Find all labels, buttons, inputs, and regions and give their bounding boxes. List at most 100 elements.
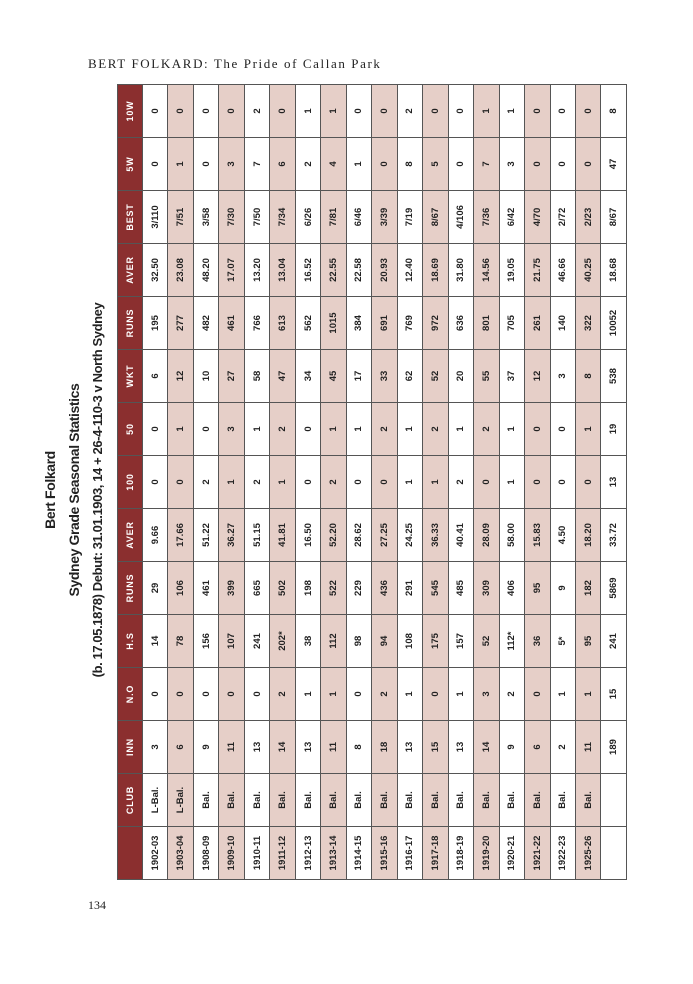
cell: 0 [142,455,168,509]
cell: 7/81 [320,190,347,244]
cell: 51.15 [244,508,270,562]
cell: 112 [320,614,347,668]
cell: L-Bal. [142,773,168,827]
cell: 0 [575,84,601,138]
cell: 2 [269,402,296,456]
cell: 801 [473,296,500,350]
cell: 241 [244,614,270,668]
cell: 78 [167,614,194,668]
cell: 15.83 [524,508,550,562]
cell: 20 [448,349,474,403]
data-row: 1916-17 Bal. 13 1 108 291 24.25 1 1 62 769 12.40 7/1… [397,84,423,880]
total-cell: 18.68 [600,243,627,297]
stats-table: CLUB INN N.O H.S RUNS AVER 100 50 WKT RUNS AVER BES… [117,84,627,880]
cell: 0 [473,455,500,509]
cell: 562 [295,296,321,350]
cell: 1 [575,667,601,721]
cell: 4 [320,137,347,191]
cell: Bal. [473,773,500,827]
cell: 15 [422,720,449,774]
cell: 1 [295,667,321,721]
cell: 691 [371,296,398,350]
cell: 19.05 [499,243,525,297]
cell: 1 [499,402,525,456]
cell: 36.33 [422,508,449,562]
cell: 14 [142,614,168,668]
data-row: 1909-10 Bal. 11 0 107 399 36.27 1 3 27 461 17.07 7/3… [218,84,245,880]
data-row: 1902-03 L-Bal. 3 0 14 29 9.66 0 0 6 195 32.50 3/110 0… [142,84,168,880]
cell: 7/19 [397,190,423,244]
cell: 0 [295,402,321,456]
cell: Bal. [320,773,347,827]
cell: 2 [550,720,576,774]
total-cell: 8/67 [600,190,627,244]
cell: 17.66 [167,508,194,562]
cell: 2 [269,667,296,721]
cell: 112* [499,614,525,668]
cell: 309 [473,561,500,615]
cell: 52 [473,614,500,668]
cell: 0 [244,667,270,721]
cell: 2/72 [550,190,576,244]
cell: 0 [167,667,194,721]
total-cell: 33.72 [600,508,627,562]
cell: 0 [550,84,576,138]
cell: 2/23 [575,190,601,244]
cell: 55 [473,349,500,403]
cell: 0 [550,455,576,509]
cell: 1 [346,137,372,191]
data-row: 1912-13 Bal. 13 1 38 198 16.50 0 0 34 562 16.52 6/26… [295,84,321,880]
cell: 108 [397,614,423,668]
total-cell: 19 [600,402,627,456]
total-cell: 241 [600,614,627,668]
cell: 1 [397,667,423,721]
season-cell: 1921-22 [524,826,550,880]
data-row: 1903-04 L-Bal. 6 0 78 106 17.66 0 1 12 277 23.08 7/5… [167,84,194,880]
cell: 2 [448,455,474,509]
cell: L-Bal. [167,773,194,827]
cell: 613 [269,296,296,350]
cell: 3/58 [193,190,219,244]
total-cell: 13 [600,455,627,509]
cell: 14.56 [473,243,500,297]
season-cell: 1919-20 [473,826,500,880]
cell: 665 [244,561,270,615]
cell: 0 [167,455,194,509]
cell: 7/36 [473,190,500,244]
cell: 461 [218,296,245,350]
data-row: 1910-11 Bal. 13 0 241 665 51.15 2 1 58 766 13.20 7/5… [244,84,270,880]
cell: 3 [218,402,245,456]
header-cell: RUNS [117,296,143,350]
cell: 45 [320,349,347,403]
cell: 2 [397,84,423,138]
cell: 182 [575,561,601,615]
running-title: BERT FOLKARD: The Pride of Callan Park [88,56,382,71]
season-cell: 1902-03 [142,826,168,880]
cell: 1 [320,667,347,721]
cell: 1 [448,667,474,721]
cell: 13.20 [244,243,270,297]
cell: 229 [346,561,372,615]
season-cell: 1918-19 [448,826,474,880]
cell: Bal. [218,773,245,827]
cell: 8 [575,349,601,403]
cell: 195 [142,296,168,350]
cell: 13.04 [269,243,296,297]
cell: 766 [244,296,270,350]
cell: 2 [320,455,347,509]
cell: Bal. [524,773,550,827]
cell: 0 [371,84,398,138]
cell: 7 [473,137,500,191]
cell: 2 [422,402,449,456]
cell: 1015 [320,296,347,350]
cell: 2 [499,667,525,721]
cell: 17 [346,349,372,403]
header-cell: 10W [117,84,143,138]
total-cell: 8 [600,84,627,138]
total-cell: 5869 [600,561,627,615]
data-row: 1917-18 Bal. 15 0 175 545 36.33 1 2 52 972 18.69 8/6… [422,84,449,880]
season-cell: 1915-16 [371,826,398,880]
cell: 11 [575,720,601,774]
cell: 16.52 [295,243,321,297]
cell: 0 [346,455,372,509]
